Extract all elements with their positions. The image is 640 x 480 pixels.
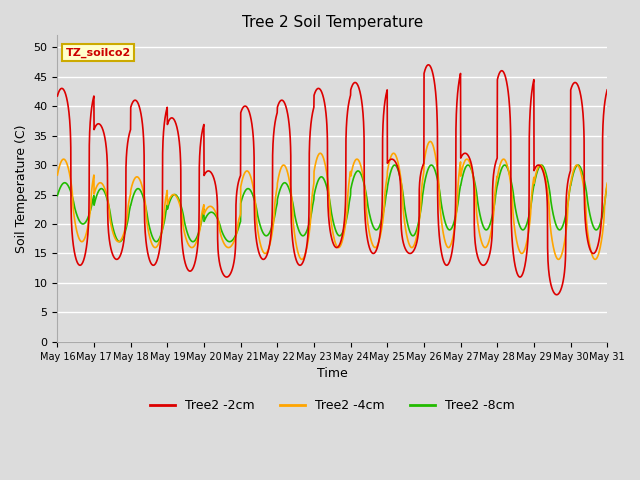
Tree2 -8cm bbox=[116, 239, 124, 244]
Tree2 -4cm bbox=[149, 242, 157, 248]
Tree2 -2cm bbox=[424, 62, 432, 68]
Tree2 -4cm bbox=[604, 180, 611, 186]
Tree2 -2cm bbox=[534, 162, 541, 168]
Tree2 -2cm bbox=[553, 292, 561, 298]
Tree2 -4cm bbox=[298, 256, 306, 262]
Tree2 -4cm bbox=[288, 198, 296, 204]
X-axis label: Time: Time bbox=[317, 367, 348, 380]
Tree2 -8cm bbox=[226, 239, 234, 245]
Tree2 -4cm bbox=[593, 255, 600, 261]
Tree2 -8cm bbox=[149, 235, 157, 240]
Tree2 -4cm bbox=[54, 172, 61, 178]
Tree2 -8cm bbox=[428, 162, 435, 168]
Tree2 -2cm bbox=[288, 232, 296, 238]
Tree2 -2cm bbox=[593, 246, 600, 252]
Tree2 -4cm bbox=[116, 238, 124, 244]
Line: Tree2 -2cm: Tree2 -2cm bbox=[58, 65, 607, 295]
Text: TZ_soilco2: TZ_soilco2 bbox=[66, 47, 131, 58]
Tree2 -4cm bbox=[426, 139, 434, 144]
Tree2 -2cm bbox=[54, 93, 61, 99]
Tree2 -8cm bbox=[593, 227, 600, 233]
Line: Tree2 -8cm: Tree2 -8cm bbox=[58, 165, 607, 242]
Legend: Tree2 -2cm, Tree2 -4cm, Tree2 -8cm: Tree2 -2cm, Tree2 -4cm, Tree2 -8cm bbox=[145, 394, 519, 417]
Tree2 -8cm bbox=[604, 182, 611, 188]
Tree2 -4cm bbox=[264, 247, 272, 252]
Title: Tree 2 Soil Temperature: Tree 2 Soil Temperature bbox=[242, 15, 423, 30]
Y-axis label: Soil Temperature (C): Soil Temperature (C) bbox=[15, 124, 28, 253]
Tree2 -4cm bbox=[534, 166, 541, 171]
Tree2 -2cm bbox=[116, 253, 124, 259]
Tree2 -2cm bbox=[264, 248, 272, 254]
Tree2 -8cm bbox=[264, 231, 272, 237]
Tree2 -2cm bbox=[604, 87, 611, 93]
Tree2 -8cm bbox=[289, 198, 296, 204]
Tree2 -8cm bbox=[54, 193, 61, 199]
Tree2 -2cm bbox=[149, 262, 157, 268]
Tree2 -8cm bbox=[534, 168, 541, 174]
Line: Tree2 -4cm: Tree2 -4cm bbox=[58, 142, 607, 259]
